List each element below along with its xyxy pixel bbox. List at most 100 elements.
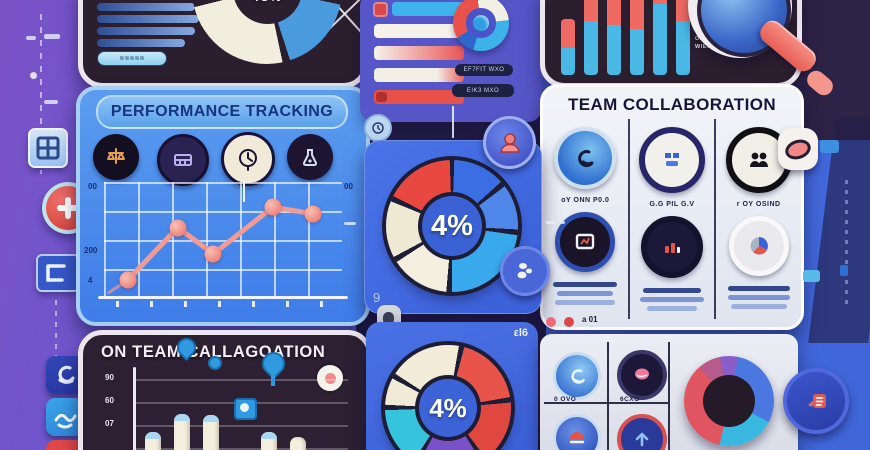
half-pie-icon <box>569 432 585 444</box>
wave-icon <box>54 413 77 429</box>
app-tile-button[interactable] <box>617 414 667 450</box>
red-shortcut[interactable] <box>46 440 84 450</box>
bar <box>203 414 219 450</box>
window-dot[interactable] <box>546 317 556 327</box>
member-caption: oY ONN P0.0 <box>561 197 610 204</box>
timeline-dash <box>26 36 36 40</box>
clock-icon-button[interactable] <box>221 132 275 186</box>
bar <box>174 413 190 450</box>
stat-bar <box>374 24 464 38</box>
cell-divider-v <box>607 342 609 450</box>
mini-action-pill[interactable]: EF7FIT WXO <box>455 64 513 76</box>
stacked-bar <box>561 19 575 75</box>
member-avatar-button[interactable] <box>555 212 616 272</box>
gridline <box>136 425 348 427</box>
swirl-icon <box>58 365 75 384</box>
text-line <box>727 286 790 291</box>
brain-icon <box>635 368 649 380</box>
member-avatar-button[interactable] <box>639 127 705 193</box>
dotted-strip <box>845 180 848 310</box>
window-glyph: a 01 <box>582 315 598 324</box>
cell-divider-h <box>544 402 668 404</box>
bottom-right-card: 0 OVO 6CXO <box>540 334 798 450</box>
text-line <box>640 297 704 302</box>
mini-donut <box>453 0 509 51</box>
bottom-panel-title: ON TEAM CALLAGOATION <box>101 343 326 361</box>
text-line <box>643 288 701 293</box>
timeline-dashed-line-lower <box>55 300 57 358</box>
timeline-dot <box>30 72 37 79</box>
stat-list-card: EF7FIT WXO EIK3 MXO <box>360 0 542 122</box>
stacked-bar <box>607 0 621 75</box>
tick-dash <box>546 221 555 224</box>
line-chart <box>104 182 342 296</box>
team-title: TEAM COLLABORATION <box>567 95 777 114</box>
stacked-bar-chart <box>561 0 690 75</box>
swirl-icon <box>578 150 594 168</box>
table-icon <box>174 154 192 166</box>
bottom-right-donut <box>684 356 774 446</box>
window-dot[interactable] <box>564 317 574 327</box>
grid-app-icon[interactable] <box>28 128 68 168</box>
document-badge[interactable] <box>783 368 849 434</box>
y-axis-tick: 60 <box>105 396 114 405</box>
y-axis-tick: 07 <box>105 419 114 428</box>
blue-tag <box>820 140 839 153</box>
abstract-dots-icon <box>517 263 532 279</box>
person-icon <box>499 132 520 153</box>
table-icon-button[interactable] <box>157 134 209 186</box>
stat-row-icon <box>376 92 387 102</box>
record-badge[interactable] <box>315 363 345 393</box>
member-avatar-button[interactable] <box>728 216 789 276</box>
data-point <box>264 198 282 216</box>
app-tile-button[interactable] <box>617 350 667 400</box>
people-icon <box>749 152 768 167</box>
gridline <box>136 448 348 450</box>
text-line <box>727 295 790 300</box>
data-point <box>169 219 187 237</box>
text-lines <box>551 278 619 305</box>
list-bar <box>97 15 199 23</box>
data-point <box>204 245 222 263</box>
eye-badge[interactable] <box>778 128 818 170</box>
tile-caption: 6CXO <box>620 396 640 403</box>
flask-icon-button[interactable] <box>287 134 333 180</box>
bar <box>145 431 161 450</box>
window-shortcut-icon[interactable] <box>36 254 80 292</box>
tile-caption: 0 OVO <box>554 396 577 403</box>
oval-icon <box>782 135 814 163</box>
x-axis-ticks <box>116 301 332 307</box>
stacked-bar <box>653 0 667 75</box>
list-bar <box>97 39 185 47</box>
app-tile-button[interactable] <box>553 414 601 450</box>
stat-bar <box>392 2 464 16</box>
list-bar <box>97 3 195 11</box>
member-avatar-button[interactable] <box>554 127 617 189</box>
center-donut-value: 4% <box>431 209 473 242</box>
dots-badge[interactable] <box>500 246 550 296</box>
y-axis-tick: 90 <box>105 373 114 382</box>
stat-bar <box>374 90 464 104</box>
performance-title: PERFORMANCE TRACKING <box>110 103 334 120</box>
mini-donut-hole <box>466 8 496 38</box>
app-tile-button[interactable] <box>553 352 601 400</box>
panel-action-button[interactable]: ≋≋≋≋≋ <box>97 51 167 66</box>
wave-shortcut[interactable] <box>46 398 84 436</box>
swirl-shortcut[interactable] <box>46 356 84 394</box>
metric-icon-button[interactable] <box>93 134 139 180</box>
member-avatar-button[interactable] <box>641 216 703 278</box>
list-bar <box>97 27 195 35</box>
upload-arrow-icon <box>635 432 649 447</box>
stat-row-icon <box>373 2 388 17</box>
stacked-bar <box>584 0 598 75</box>
mini-clock-badge[interactable] <box>364 114 392 142</box>
center-donut-hole: 4% <box>421 195 483 257</box>
mini-action-pill[interactable]: EIK3 MXO <box>452 84 514 97</box>
person-badge[interactable] <box>483 116 536 169</box>
y-axis-tick-right: 00 <box>344 182 353 191</box>
frame-icon <box>46 264 66 282</box>
text-lines <box>725 282 793 309</box>
member-caption: G.G PIL G.V <box>649 201 695 208</box>
y-axis-tick: 4 <box>88 276 93 285</box>
